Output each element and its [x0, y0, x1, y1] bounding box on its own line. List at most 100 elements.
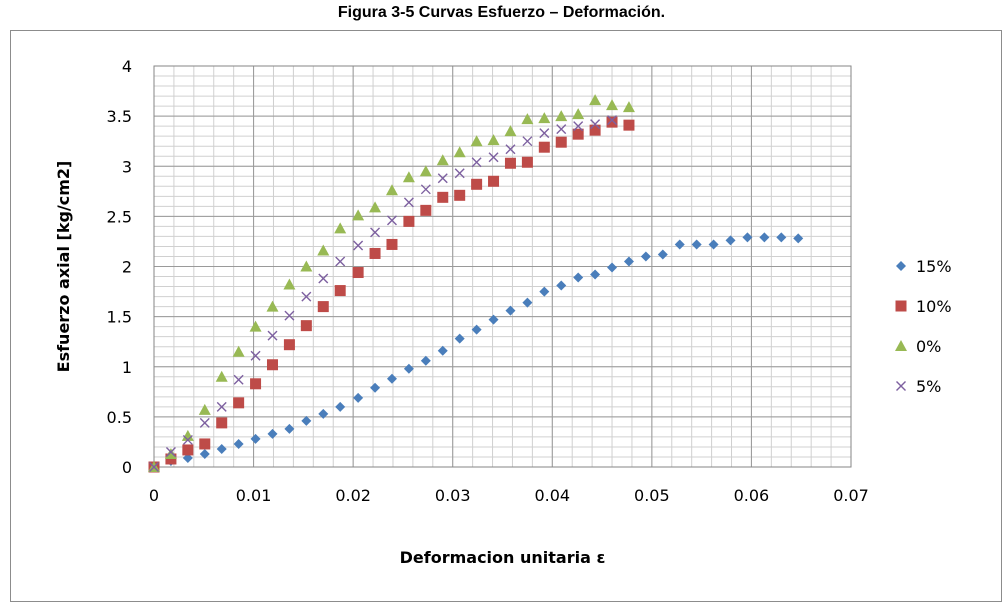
data-point-10pct	[521, 156, 533, 168]
data-point-0pct	[198, 403, 211, 415]
data-point-15pct	[488, 314, 499, 325]
data-point-0pct	[487, 134, 500, 146]
legend-label: 10%	[916, 297, 952, 316]
data-point-10pct	[386, 238, 398, 250]
data-point-0pct	[606, 99, 619, 111]
data-point-5pct	[437, 173, 448, 184]
data-point-10pct	[589, 124, 601, 136]
x-marker-stroke	[505, 144, 516, 155]
x-tick-label: 0.05	[634, 486, 670, 505]
x-marker-stroke	[301, 291, 312, 302]
data-point-15pct	[403, 363, 414, 374]
x-marker-stroke	[353, 240, 364, 251]
data-point-10pct	[504, 157, 516, 169]
x-marker-stroke	[454, 168, 465, 179]
data-point-15pct	[522, 297, 533, 308]
data-point-0pct	[402, 171, 415, 183]
data-point-0pct	[352, 209, 365, 221]
data-point-0pct	[164, 447, 177, 459]
x-marker-stroke	[556, 124, 567, 135]
data-point-0pct	[249, 320, 262, 332]
data-point-5pct	[454, 168, 465, 179]
data-point-5pct	[573, 121, 584, 132]
data-point-15pct	[267, 428, 278, 439]
data-point-10pct	[471, 178, 483, 190]
legend-label: 15%	[916, 257, 952, 276]
x-marker-stroke	[335, 256, 346, 267]
x-tick-label: 0.07	[833, 486, 869, 505]
y-tick-label: 4	[122, 57, 132, 76]
data-point-0pct	[300, 260, 313, 272]
data-point-0pct	[283, 278, 296, 290]
data-point-15pct	[607, 262, 618, 273]
x-marker-stroke	[318, 273, 329, 284]
legend-marker	[895, 340, 907, 351]
data-point-15pct	[386, 373, 397, 384]
x-marker-stroke	[539, 128, 550, 139]
data-point-15pct	[335, 401, 346, 412]
data-point-5pct	[607, 115, 618, 126]
data-point-15pct	[742, 232, 753, 243]
data-point-15pct	[471, 324, 482, 335]
x-marker-stroke	[370, 227, 381, 238]
data-point-5pct	[335, 256, 346, 267]
data-point-0pct	[572, 108, 585, 120]
data-point-15pct	[590, 269, 601, 280]
legend-item-0pct: 0%	[895, 337, 941, 356]
y-tick-label: 0.5	[107, 408, 132, 427]
data-point-15pct	[437, 345, 448, 356]
data-point-0pct	[453, 146, 466, 158]
data-point-10pct	[369, 247, 381, 259]
data-point-0pct	[521, 113, 534, 125]
data-point-0pct	[555, 110, 568, 122]
legend-marker	[896, 261, 906, 271]
data-point-15pct	[573, 272, 584, 283]
x-marker-stroke	[267, 330, 278, 341]
data-point-5pct	[149, 462, 159, 472]
x-tick-label: 0.01	[236, 486, 272, 505]
x-axis-title: Deformacion unitaria ε	[400, 548, 606, 567]
data-point-10pct	[317, 301, 329, 313]
data-point-5pct	[267, 330, 278, 341]
data-point-0pct	[266, 300, 279, 312]
y-tick-label: 2.5	[107, 207, 132, 226]
data-point-0pct	[589, 94, 602, 106]
data-point-0pct	[215, 370, 228, 382]
data-point-10pct	[182, 444, 194, 456]
data-point-15pct	[318, 408, 329, 419]
data-point-5pct	[233, 374, 244, 385]
y-tick-label: 3	[122, 157, 132, 176]
data-point-15pct	[539, 286, 550, 297]
x-marker-stroke	[386, 215, 397, 226]
x-marker-stroke	[590, 119, 601, 130]
data-point-5pct	[403, 197, 414, 208]
data-point-5pct	[250, 350, 261, 361]
x-tick-label: 0.02	[335, 486, 371, 505]
data-point-5pct	[318, 273, 329, 284]
x-marker-stroke	[284, 310, 295, 321]
data-point-10pct	[403, 215, 415, 227]
data-point-10pct	[266, 359, 278, 371]
data-point-15pct	[233, 438, 244, 449]
x-marker-stroke	[437, 173, 448, 184]
data-point-5pct	[386, 215, 397, 226]
x-marker-stroke	[420, 184, 431, 195]
chart-frame	[10, 30, 1002, 602]
y-tick-label: 1.5	[107, 308, 132, 327]
x-marker-stroke	[403, 197, 414, 208]
data-point-15pct	[674, 239, 685, 250]
data-point-5pct	[165, 446, 176, 457]
x-marker-stroke	[199, 417, 210, 428]
data-point-15pct	[759, 232, 770, 243]
data-point-15pct	[199, 448, 210, 459]
data-point-5pct	[556, 124, 567, 135]
series-5pct	[149, 115, 618, 472]
x-marker-stroke	[488, 152, 499, 163]
data-point-0pct	[385, 184, 398, 196]
data-point-0pct	[181, 429, 194, 441]
series-15pct	[149, 232, 804, 472]
data-point-10pct	[555, 136, 567, 148]
data-point-15pct	[182, 452, 193, 463]
data-point-10pct	[454, 189, 466, 201]
legend-item-5pct: 5%	[896, 377, 941, 396]
